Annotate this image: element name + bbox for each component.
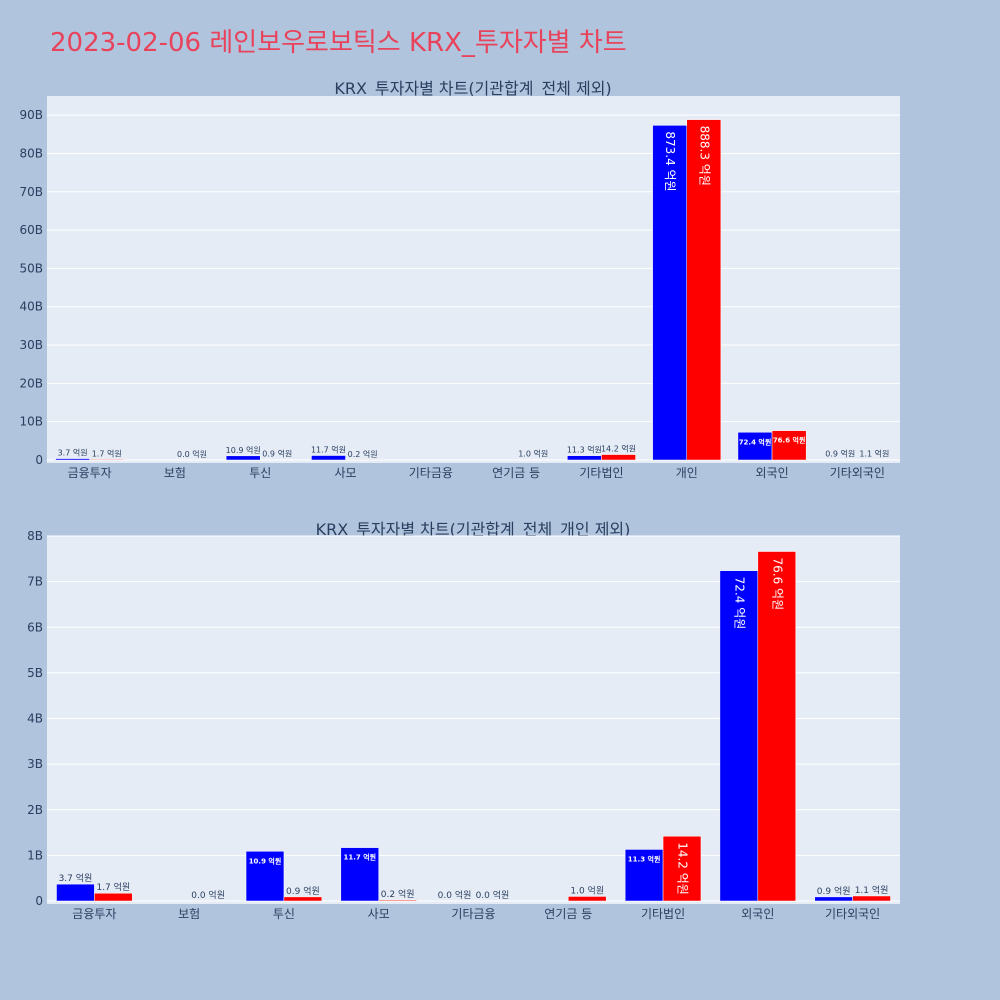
y-tick-label: 0 [35,894,43,908]
bar [652,125,688,461]
data-label: 0.0 억원 [177,449,207,459]
y-tick-label: 20B [19,376,43,390]
chart-top: KRX_투자자별 차트(기관합계_전체 제외) 0 10B 20B 30B 40B 50B… [19,79,900,480]
data-label: 0.0 억원 [476,889,510,901]
data-label: 1.0 억원 [570,884,604,896]
x-tick-label: 외국인 [755,466,788,480]
y-tick-label: 40B [19,300,43,314]
data-label: 0.2 억원 [381,888,415,900]
data-label: 11.3 억원 [567,445,602,455]
bar [757,551,796,902]
y-tick-label: 70B [19,185,43,199]
data-label: 1.1 억원 [859,449,889,459]
x-tick-label: 금융투자 [72,907,116,921]
bar [94,892,133,902]
data-label: 1.7 억원 [92,448,122,458]
data-label: 11.3 억원 [628,854,661,863]
data-label: 76.6 억원 [770,558,784,611]
data-label: 0.9 억원 [286,885,320,897]
y-tick-label: 4B [27,712,43,726]
bar [378,899,417,902]
bar [662,835,702,902]
bar [814,896,853,902]
x-tick-label: 기타외국인 [825,907,880,921]
data-label: 0.2 억원 [348,449,378,459]
bar [56,883,95,902]
x-tick-label: 연기금 등 [492,466,540,480]
data-label: 3.7 억원 [59,872,93,884]
x-tick-label: 기타법인 [641,907,685,921]
y-tick-label: 2B [27,803,43,817]
bar [283,896,323,902]
y-tick-label: 3B [27,757,43,771]
data-label: 0.0 억원 [438,889,472,901]
bar [771,430,807,461]
x-tick-label: 개인 [676,466,698,480]
x-tick-label: 금융투자 [68,466,112,480]
y-tick-label: 60B [19,223,43,237]
y-tick-label: 50B [19,261,43,275]
bar [737,432,773,461]
x-tick-label: 보험 [164,466,186,480]
y-tick-label: 6B [27,620,43,634]
x-tick-label: 기타법인 [579,466,623,480]
data-label: 1.1 억원 [855,884,889,896]
data-label: 888.3 억원 [697,126,711,186]
x-tick-label: 기타외국인 [830,466,885,480]
bar [245,851,285,902]
data-label: 1.7 억원 [96,881,130,893]
y-tick-label: 5B [27,666,43,680]
bar [311,455,346,461]
y-tick-label: 10B [19,415,43,429]
data-label: 72.4 억원 [732,577,746,630]
x-tick-label: 연기금 등 [544,907,592,921]
data-label: 11.7 억원 [311,445,346,455]
bar [89,459,125,461]
y-tick-label: 7B [27,575,43,589]
data-label: 10.9 억원 [226,445,261,455]
data-label: 3.7 억원 [58,448,88,458]
x-tick-label: 투신 [249,466,271,480]
x-tick-label: 기타금융 [451,907,495,921]
y-tick-label: 30B [19,338,43,352]
x-tick-label: 보험 [178,907,200,921]
y-tick-label: 80B [19,146,43,160]
y-tick-label: 0 [35,453,43,467]
bar [686,119,722,461]
chart-title: KRX_투자자별 차트(기관합계_전체 제외) [334,79,611,99]
data-label: 1.0 억원 [518,449,548,459]
data-label: 72.4 억원 [739,437,772,446]
data-label: 14.2 억원 [676,842,690,895]
data-label: 11.7 억원 [343,853,376,862]
bar [601,454,636,461]
data-label: 76.6 억원 [773,436,806,445]
x-tick-label: 사모 [335,466,357,480]
bar [852,895,891,902]
y-tick-label: 90B [19,108,43,122]
plot-area [47,96,900,463]
y-tick-label: 8B [27,529,43,543]
x-tick-label: 기타금융 [409,466,453,480]
bar [225,455,261,461]
data-label: 0.9 억원 [262,449,292,459]
bar [568,896,607,902]
y-tick-label: 1B [27,848,43,862]
chart-bottom: KRX_투자자별 차트(기관합계_전체_개인 제외) 0 1B 2B 3B 4B 5B 6B… [27,520,900,921]
x-tick-label: 사모 [368,907,390,921]
data-label: 10.9 억원 [249,856,282,865]
data-label: 873.4 억원 [663,131,677,191]
chart-title: KRX_투자자별 차트(기관합계_전체_개인 제외) [316,520,631,540]
data-label: 0.0 억원 [191,889,225,901]
data-label: 0.9 억원 [825,449,855,459]
bar [340,847,379,902]
bar [719,570,759,902]
data-label: 14.2 억원 [601,444,636,454]
page-title: 2023-02-06 레인보우로보틱스 KRX_투자자별 차트 [50,28,627,58]
bar [55,458,90,461]
x-tick-label: 투신 [273,907,295,921]
bar [567,455,602,461]
data-label: 0.9 억원 [817,885,851,897]
x-tick-label: 외국인 [741,907,774,921]
